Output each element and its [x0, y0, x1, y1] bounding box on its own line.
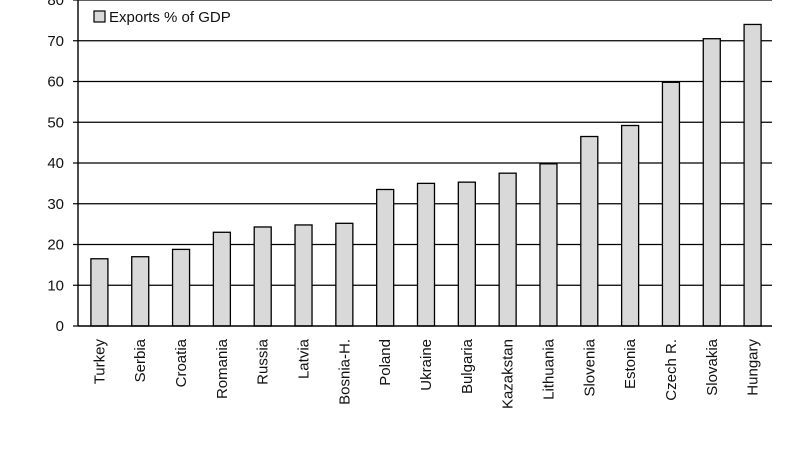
legend: Exports % of GDP: [93, 9, 231, 26]
x-tick-label: Bulgaria: [459, 338, 476, 394]
bar: [171, 248, 191, 327]
bar: [90, 258, 109, 327]
bars: [90, 23, 762, 327]
x-tick-label: Bosnia-H.: [336, 339, 353, 405]
y-tick-label: 60: [47, 74, 64, 91]
x-tick-label: Czech R.: [663, 339, 680, 401]
bar: [335, 222, 354, 327]
bar: [661, 81, 681, 327]
x-tick-label: Croatia: [173, 338, 190, 387]
legend-label: Exports % of GDP: [109, 9, 231, 26]
bar: [457, 181, 476, 327]
x-tick-label: Kazakstan: [500, 339, 517, 409]
bar: [702, 38, 721, 327]
x-tick-label: Slovenia: [581, 338, 598, 396]
bar: [416, 182, 436, 327]
x-tick-label: Russia: [255, 338, 272, 385]
bar: [212, 231, 232, 327]
bar: [376, 188, 395, 327]
y-tick-label: 0: [56, 318, 64, 335]
x-axis-labels: Turkey Serbia Croatia Romania Russia Latvia Bo…: [91, 338, 761, 409]
x-tick-label: Ukraine: [418, 339, 435, 391]
x-tick-label: Poland: [377, 339, 394, 386]
x-tick-label: Slovakia: [704, 338, 721, 395]
x-tick-label: Latvia: [296, 338, 313, 379]
y-tick-label: 50: [47, 114, 64, 131]
bar: [743, 23, 762, 327]
bar: [620, 124, 640, 327]
y-tick-label: 40: [47, 155, 64, 172]
x-tick-label: Romania: [214, 338, 231, 399]
x-tick-label: Turkey: [91, 339, 108, 385]
x-tick-label: Hungary: [745, 339, 762, 396]
y-tick-label: 20: [47, 237, 64, 254]
bar: [539, 163, 558, 327]
bar: [131, 256, 150, 327]
bar: [580, 135, 599, 327]
bar: [294, 224, 313, 327]
x-tick-label: Serbia: [132, 338, 149, 382]
y-tick-label: 30: [47, 196, 64, 213]
y-tick-label: 10: [47, 277, 64, 294]
y-axis-ticks: 0 10 20 30 40 50 60 70 80: [47, 0, 78, 335]
y-tick-label: 70: [47, 33, 64, 50]
x-tick-label: Estonia: [622, 338, 639, 389]
legend-swatch: [93, 10, 106, 23]
bar: [498, 172, 517, 327]
bar: [253, 226, 272, 327]
x-tick-label: Lithuania: [540, 338, 557, 400]
y-tick-label: 80: [47, 0, 64, 9]
